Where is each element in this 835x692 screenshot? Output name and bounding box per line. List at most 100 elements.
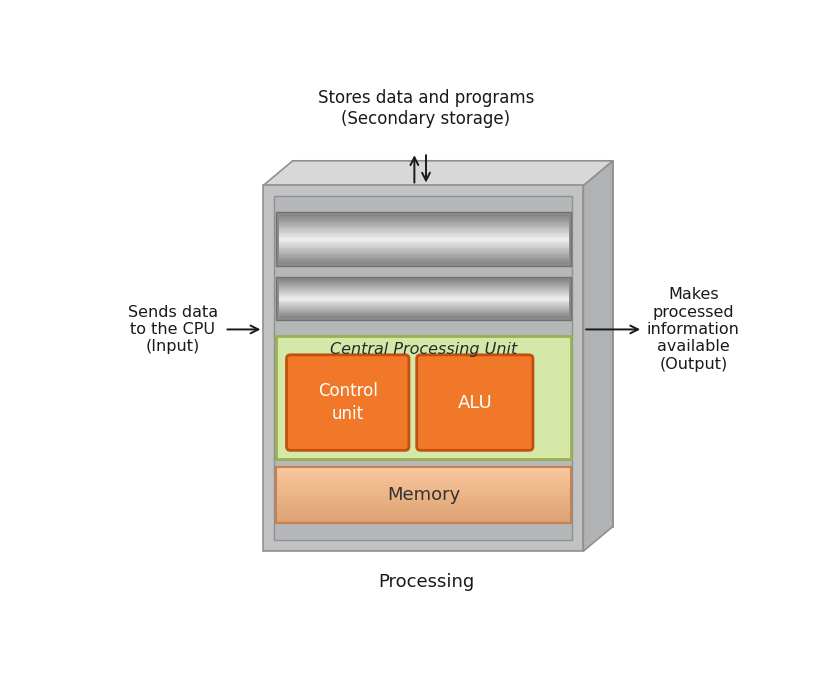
Polygon shape [293,161,613,527]
Polygon shape [276,475,571,477]
Text: Makes
processed
information
available
(Output): Makes processed information available (O… [647,287,740,372]
Text: Sends data
to the CPU
(Input): Sends data to the CPU (Input) [128,304,218,354]
Polygon shape [279,230,569,232]
Polygon shape [276,491,571,492]
Polygon shape [279,216,569,217]
Polygon shape [279,286,569,287]
Polygon shape [279,285,569,286]
Polygon shape [276,505,571,507]
Polygon shape [279,310,569,311]
Polygon shape [276,504,571,505]
Polygon shape [279,232,569,233]
Polygon shape [279,242,569,243]
Polygon shape [279,294,569,295]
Polygon shape [276,480,571,481]
Text: Processing: Processing [378,573,474,591]
Polygon shape [279,251,569,252]
Polygon shape [584,161,613,552]
Polygon shape [276,277,571,320]
FancyBboxPatch shape [274,197,573,540]
Polygon shape [279,222,569,224]
Polygon shape [279,252,569,253]
Polygon shape [279,241,569,242]
Text: Control
unit: Control unit [318,383,377,423]
Polygon shape [279,311,569,312]
Polygon shape [279,284,569,285]
Polygon shape [279,260,569,262]
Polygon shape [279,263,569,264]
Polygon shape [276,495,571,496]
Polygon shape [276,519,571,520]
Polygon shape [279,226,569,227]
Polygon shape [279,300,569,302]
Polygon shape [279,299,569,300]
Text: Central Processing Unit: Central Processing Unit [330,342,518,357]
Polygon shape [276,496,571,498]
Polygon shape [279,249,569,251]
Polygon shape [276,492,571,493]
Polygon shape [279,295,569,297]
FancyBboxPatch shape [286,355,409,450]
Polygon shape [279,219,569,221]
FancyBboxPatch shape [417,355,533,450]
Polygon shape [279,257,569,258]
Polygon shape [279,314,569,315]
Polygon shape [279,315,569,316]
Polygon shape [276,508,571,509]
Polygon shape [276,466,571,468]
Polygon shape [279,246,569,247]
Polygon shape [276,478,571,480]
Polygon shape [276,512,571,513]
Polygon shape [279,305,569,307]
Polygon shape [276,509,571,511]
Polygon shape [279,297,569,298]
Text: Stores data and programs
(Secondary storage): Stores data and programs (Secondary stor… [318,89,534,128]
Polygon shape [279,238,569,239]
Polygon shape [279,289,569,290]
Polygon shape [279,255,569,257]
Polygon shape [279,304,569,305]
Polygon shape [279,317,569,318]
Polygon shape [279,239,569,241]
Polygon shape [279,290,569,291]
Polygon shape [276,516,571,518]
Polygon shape [276,469,571,471]
Polygon shape [279,259,569,260]
Polygon shape [279,221,569,222]
FancyBboxPatch shape [276,336,571,459]
Polygon shape [276,515,571,516]
Polygon shape [279,248,569,249]
Polygon shape [279,225,569,226]
Polygon shape [276,481,571,482]
Polygon shape [276,501,571,502]
Polygon shape [279,316,569,317]
Polygon shape [279,312,569,313]
Polygon shape [276,482,571,484]
Polygon shape [276,522,571,523]
Polygon shape [279,243,569,244]
Polygon shape [276,477,571,478]
Polygon shape [279,313,569,314]
Polygon shape [276,513,571,515]
Polygon shape [279,283,569,284]
Polygon shape [276,489,571,491]
Polygon shape [279,233,569,235]
Polygon shape [279,235,569,236]
Polygon shape [276,498,571,499]
Polygon shape [279,291,569,292]
Polygon shape [279,215,569,216]
Polygon shape [279,237,569,238]
Polygon shape [279,217,569,219]
Text: Memory: Memory [387,486,460,504]
Polygon shape [276,473,571,475]
Polygon shape [276,507,571,508]
Polygon shape [279,247,569,248]
Polygon shape [279,298,569,299]
Polygon shape [279,236,569,237]
Polygon shape [279,288,569,289]
Polygon shape [276,518,571,519]
Polygon shape [263,185,584,552]
Polygon shape [279,307,569,308]
Polygon shape [279,244,569,246]
Polygon shape [279,227,569,228]
